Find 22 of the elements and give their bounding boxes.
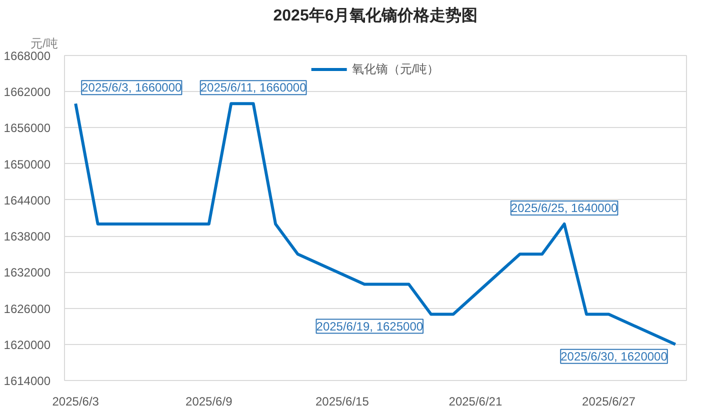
- data-label: 2025/6/11, 1660000: [200, 80, 307, 95]
- legend-label: 氧化镝（元/吨）: [352, 60, 440, 78]
- data-label: 2025/6/19, 1625000: [316, 319, 424, 334]
- data-label: 2025/6/30, 1620000: [560, 349, 668, 364]
- x-tick-label: 2025/6/21: [448, 394, 502, 408]
- y-tick-label: 1668000: [4, 49, 51, 63]
- y-tick-label: 1626000: [4, 302, 51, 316]
- y-tick-label: 1632000: [4, 266, 51, 280]
- x-tick-label: 2025/6/27: [582, 394, 636, 408]
- y-tick-label: 1638000: [4, 230, 51, 244]
- y-tick-label: 1644000: [4, 193, 51, 208]
- y-tick-label: 1662000: [4, 85, 51, 100]
- y-tick-label: 1650000: [4, 157, 51, 172]
- y-tick-label: 1656000: [4, 121, 51, 136]
- x-tick-label: 2025/6/3: [52, 394, 100, 408]
- x-tick-label: 2025/6/15: [315, 394, 370, 408]
- chart-title: 2025年6月氧化镝价格走势图: [273, 6, 478, 24]
- y-tick-label: 1614000: [4, 374, 51, 388]
- x-tick-label: 2025/6/9: [186, 394, 233, 408]
- y-tick-label: 1620000: [4, 338, 51, 352]
- line-series: [74, 102, 677, 346]
- y-axis-title: 元/吨: [30, 36, 58, 50]
